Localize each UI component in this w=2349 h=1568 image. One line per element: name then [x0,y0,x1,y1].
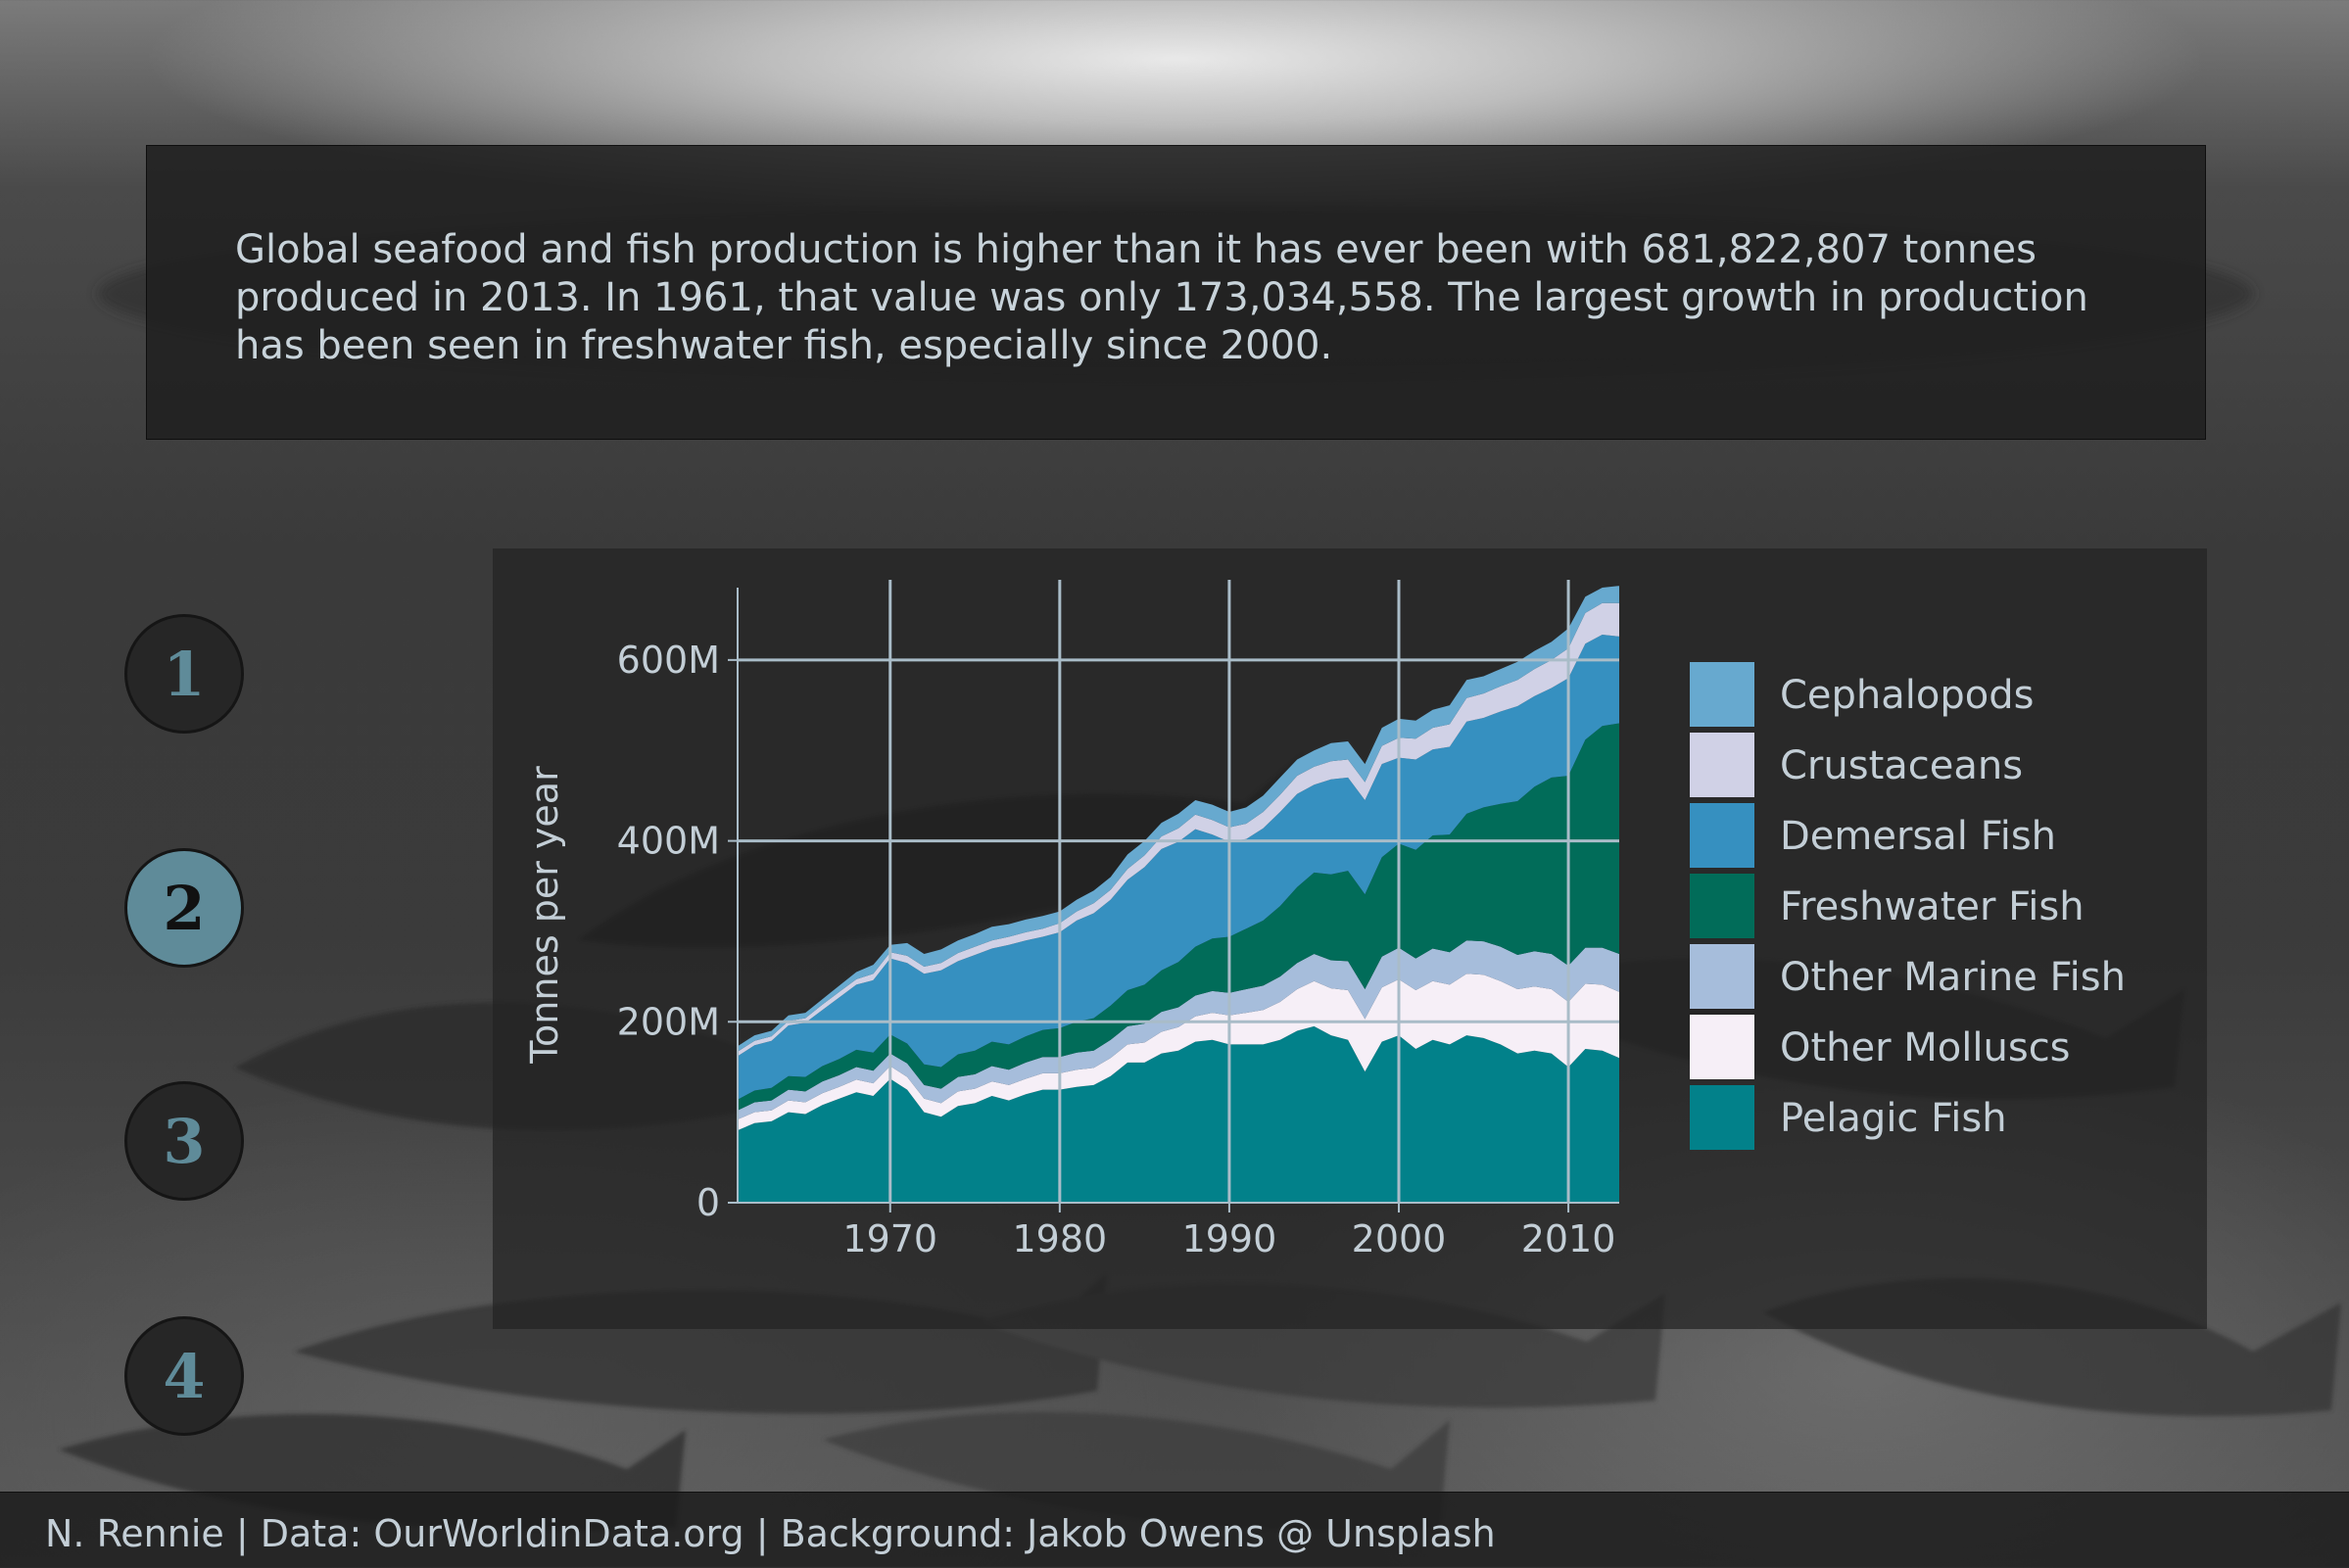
grid [738,580,1619,1203]
y-tick-label: 600M [617,639,720,682]
legend-label: Cephalopods [1780,673,2034,718]
legend-swatch [1690,1015,1754,1079]
caption: N. Rennie | Data: OurWorldinData.org | B… [45,1512,1496,1555]
intro-panel: Global seafood and fish production is hi… [146,145,2206,440]
chart-panel: 1970 1980 1990 2000 2010 0 200M 400M 600M Tonnes … [493,548,2207,1329]
area-demersal-fish [738,635,1619,1100]
x-tick-label: 1990 [1182,1217,1277,1260]
area-freshwater-fish [738,723,1619,1111]
legend-label: Demersal Fish [1780,814,2056,859]
legend-swatch [1690,944,1754,1009]
x-tick-label: 2010 [1521,1217,1616,1260]
legend-label: Crustaceans [1780,743,2023,788]
y-tick-label: 200M [617,1000,720,1043]
legend-label: Pelagic Fish [1780,1096,2007,1141]
x-tick-label: 1970 [842,1217,937,1260]
y-tick-label: 0 [696,1181,720,1224]
legend: Cephalopods Crustaceans Demersal Fish Fresh… [1690,662,2126,1150]
legend-label: Other Marine Fish [1780,955,2126,1000]
legend-swatch [1690,1085,1754,1150]
plot-area [738,586,1619,1203]
step-3-button[interactable]: 3 [124,1081,244,1201]
area-other-marine-fish [738,940,1619,1119]
x-tick-label: 1980 [1012,1217,1107,1260]
axes: 1970 1980 1990 2000 2010 0 200M 400M 600M Tonnes … [523,588,1619,1260]
x-tick-label: 2000 [1352,1217,1447,1260]
stacked-area-chart: 1970 1980 1990 2000 2010 0 200M 400M 600M Tonnes … [523,580,2126,1260]
step-1-button[interactable]: 1 [124,614,244,734]
legend-swatch [1690,733,1754,797]
legend-swatch [1690,874,1754,938]
y-tick-label: 400M [617,820,720,863]
step-2-button[interactable]: 2 [124,848,244,968]
legend-swatch [1690,803,1754,868]
step-4-button[interactable]: 4 [124,1316,244,1436]
intro-text: Global seafood and fish production is hi… [235,227,2088,368]
legend-swatch [1690,662,1754,727]
area-cephalopods [738,586,1619,1052]
y-axis-label: Tonnes per year [523,766,566,1065]
caption-bar: N. Rennie | Data: OurWorldinData.org | B… [0,1492,2349,1568]
legend-label: Freshwater Fish [1780,884,2085,929]
area-crustaceans [738,602,1619,1057]
legend-label: Other Molluscs [1780,1025,2071,1070]
